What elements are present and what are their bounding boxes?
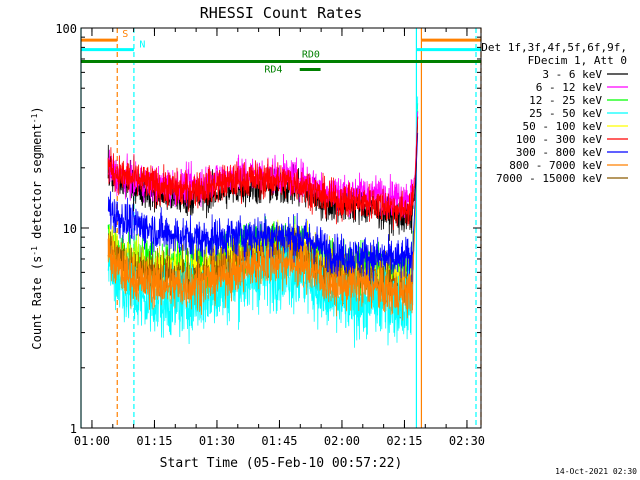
y-axis-label-main: Count Rate (s (30, 256, 44, 350)
x-tick-label: 01:15 (136, 434, 172, 448)
y-axis-label: Count Rate (s-1 detector segment-1) (30, 106, 44, 349)
x-tick-label: 01:45 (261, 434, 297, 448)
series-layer (107, 96, 419, 348)
legend: Det 1f,3f,4f,5f,6f,9f,FDecim 1, Att 03 -… (481, 41, 628, 185)
chart-title: RHESSI Count Rates (200, 4, 363, 22)
y-axis-label-sup2: -1 (30, 113, 39, 123)
series-line-5 (107, 132, 419, 282)
legend-label: 300 - 800 keV (516, 146, 602, 159)
flag-label-0: S (122, 29, 128, 40)
series-line-8 (107, 117, 419, 231)
flag-label-5: RD4 (264, 64, 282, 75)
y-axis-label-sup1: -1 (30, 246, 39, 256)
y-axis-label-end: ) (30, 106, 44, 113)
y-tick-label: 1 (70, 422, 77, 436)
x-tick-label: 01:00 (74, 434, 110, 448)
legend-header: Det 1f,3f,4f,5f,6f,9f, (481, 41, 627, 54)
legend-label: 800 - 7000 keV (509, 159, 602, 172)
series-line-6 (107, 116, 419, 241)
legend-header: FDecim 1, Att 0 (528, 54, 627, 67)
x-tick-label: 02:30 (449, 434, 485, 448)
legend-label: 50 - 100 keV (523, 120, 603, 133)
legend-label: 7000 - 15000 keV (496, 172, 602, 185)
flag-label-2: N (139, 39, 145, 50)
x-axis-label: Start Time (05-Feb-10 00:57:22) (160, 456, 403, 471)
axes: 100 10 101:00 01:15 01:30 01:45 02:00 02:15 02:3… (55, 22, 485, 448)
flag-bars: SN RD0 RD4 (81, 29, 481, 75)
x-tick-label: 01:30 (199, 434, 235, 448)
x-tick-label: 02:00 (324, 434, 360, 448)
y-tick-label: 10 (63, 222, 77, 236)
legend-label: 6 - 12 keV (536, 81, 603, 94)
legend-label: 12 - 25 keV (529, 94, 602, 107)
legend-label: 100 - 300 keV (516, 133, 602, 146)
timestamp: 14-Oct-2021 02:30 (555, 467, 637, 476)
y-axis-label-mid: detector segment (30, 123, 44, 246)
legend-label: 3 - 6 keV (542, 68, 602, 81)
y-tick-label: 100 (55, 22, 77, 36)
legend-label: 25 - 50 keV (529, 107, 602, 120)
x-tick-label: 02:15 (386, 434, 422, 448)
flag-label-4: RD0 (302, 50, 320, 61)
